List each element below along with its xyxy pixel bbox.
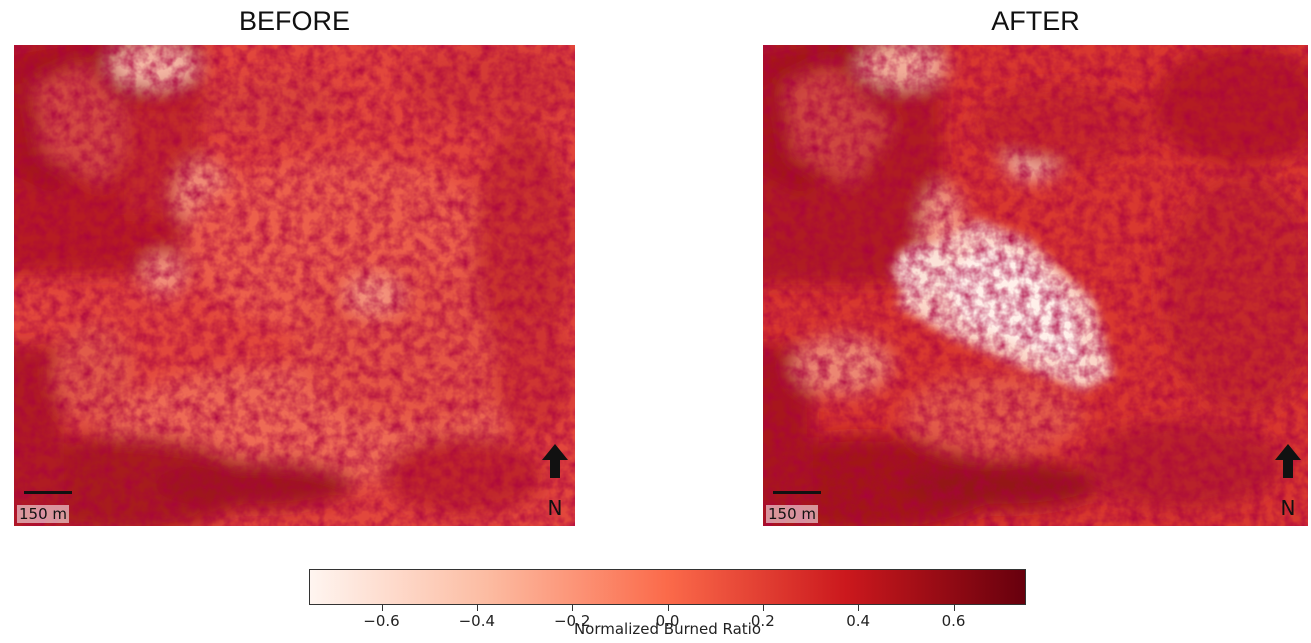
- colorbar-tick: [858, 605, 860, 611]
- before-nbr-map: 150 m N: [14, 45, 575, 526]
- scale-bar: [773, 491, 821, 494]
- colorbar-tick: [667, 605, 669, 611]
- colorbar-tick: [953, 605, 955, 611]
- colorbar-tick-label: 0.0: [655, 612, 680, 630]
- colorbar-label: Normalized Burned Ratio: [573, 620, 762, 638]
- scale-bar: [24, 491, 72, 494]
- after-map-raster: [763, 45, 1308, 526]
- colorbar-tick-label: 0.6: [941, 612, 966, 630]
- north-label: N: [547, 496, 563, 520]
- scale-label: 150 m: [17, 505, 70, 523]
- colorbar-tick: [476, 605, 478, 611]
- before-title: BEFORE: [238, 6, 351, 36]
- colorbar-tick-label: 0.4: [846, 612, 871, 630]
- colorbar-tick-label: 0.2: [750, 612, 775, 630]
- colorbar-tick-label: −0.6: [363, 612, 400, 630]
- colorbar-gradient: [309, 569, 1026, 605]
- after-title: AFTER: [991, 6, 1080, 36]
- north-arrow-icon: [1275, 444, 1301, 478]
- after-nbr-map: 150 m N: [763, 45, 1308, 526]
- colorbar-tick: [762, 605, 764, 611]
- colorbar-tick-label: −0.2: [553, 612, 591, 630]
- colorbar-tick: [572, 605, 574, 611]
- scale-label: 150 m: [766, 505, 819, 523]
- north-label: N: [1280, 496, 1296, 520]
- before-map-raster: [14, 45, 575, 526]
- colorbar: −0.6 −0.4 −0.2 0.0 0.2 0.4 0.6: [309, 569, 1026, 630]
- colorbar-tick-label: −0.4: [458, 612, 496, 630]
- colorbar-tick: [381, 605, 383, 611]
- north-arrow-icon: [542, 444, 568, 478]
